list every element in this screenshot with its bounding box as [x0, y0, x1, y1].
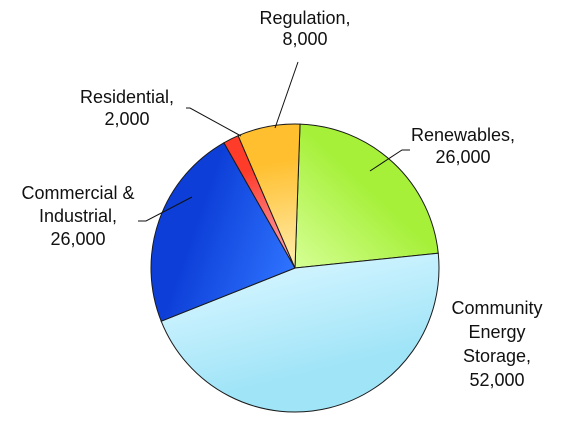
slice-label-line: Storage, — [463, 346, 531, 366]
slice-label-line: Industrial, — [39, 206, 117, 226]
slice-label-commercial-industrial: Commercial & Industrial, 26,000 — [21, 183, 134, 249]
slice-label-line: 26,000 — [50, 229, 105, 249]
slice-label-renewables: Renewables, 26,000 — [411, 125, 515, 167]
leader-line-commercial-industrial — [138, 196, 193, 222]
leader-line-renewables — [369, 149, 410, 172]
slice-label-line: 2,000 — [104, 109, 149, 129]
slice-label-line: 8,000 — [282, 29, 327, 49]
slice-label-line: Commercial & — [21, 183, 134, 203]
leader-lines — [138, 61, 410, 222]
leader-line-regulation — [274, 61, 299, 129]
slice-label-line: 26,000 — [435, 147, 490, 167]
slice-label-regulation: Regulation, 8,000 — [259, 8, 350, 49]
slice-label-line: Regulation, — [259, 8, 350, 28]
pie-slice-regulation — [237, 123, 301, 269]
slice-label-line: Community — [451, 298, 542, 318]
slice-label-residential: Residential, 2,000 — [80, 87, 174, 129]
slice-label-line: Residential, — [80, 87, 174, 107]
pie-slice-community-energy-storage — [160, 252, 440, 413]
slice-label-line: 52,000 — [469, 370, 524, 390]
pie-slice-commercial-industrial — [150, 142, 296, 322]
slice-label-line: Renewables, — [411, 125, 515, 145]
slice-label-community-energy-storage: Community Energy Storage, 52,000 — [451, 298, 542, 390]
slice-label-line: Energy — [468, 322, 525, 342]
pie-slices — [150, 123, 440, 413]
pie-slice-renewables — [294, 123, 439, 269]
leader-line-residential — [186, 107, 242, 137]
